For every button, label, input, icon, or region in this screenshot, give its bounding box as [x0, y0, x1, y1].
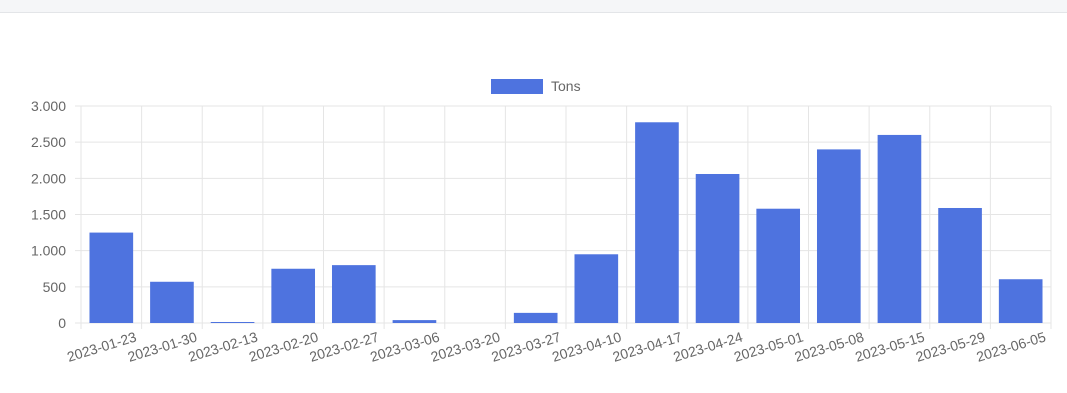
x-tick-label: 2023-02-20	[247, 329, 320, 365]
bar[interactable]	[210, 322, 255, 323]
top-bar	[0, 0, 1067, 13]
x-axis: 2023-01-232023-01-302023-02-132023-02-20…	[65, 329, 1048, 365]
legend-label: Tons	[551, 78, 581, 94]
x-tick-label: 2023-02-13	[186, 329, 259, 365]
y-tick-label: 1.000	[31, 243, 66, 259]
y-tick-label: 1.500	[31, 207, 66, 223]
x-tick-label: 2023-03-20	[429, 329, 502, 365]
x-tick-label: 2023-05-01	[732, 329, 805, 365]
bar[interactable]	[695, 173, 740, 323]
x-tick-label: 2023-06-05	[974, 329, 1047, 365]
bar[interactable]	[150, 281, 194, 323]
x-tick-label: 2023-03-06	[368, 329, 441, 365]
x-tick-label: 2023-04-10	[550, 329, 623, 365]
bar[interactable]	[271, 268, 316, 323]
bar[interactable]	[89, 232, 134, 323]
bar[interactable]	[635, 122, 679, 324]
x-tick-label: 2023-05-15	[853, 329, 926, 365]
x-tick-label: 2023-01-30	[126, 329, 199, 365]
x-tick-label: 2023-02-27	[308, 329, 381, 365]
bar[interactable]	[513, 312, 558, 323]
bar[interactable]	[998, 279, 1043, 323]
x-tick-label: 2023-01-23	[65, 329, 138, 365]
x-tick-label: 2023-03-27	[489, 329, 562, 365]
y-axis: 0 500 1.000 1.500 2.000 2.500 3.000	[31, 98, 66, 331]
bar[interactable]	[331, 265, 376, 323]
y-tick-label: 2.500	[31, 134, 66, 150]
x-tick-label: 2023-05-08	[793, 329, 866, 365]
y-tick-label: 0	[58, 315, 66, 331]
x-tick-label: 2023-05-29	[914, 329, 987, 365]
legend[interactable]: Tons	[491, 78, 581, 94]
y-tick-label: 3.000	[31, 98, 66, 114]
x-tick-label: 2023-04-17	[611, 329, 684, 365]
x-tick-label: 2023-04-24	[671, 329, 744, 365]
bar[interactable]	[877, 134, 922, 323]
legend-swatch	[491, 79, 543, 94]
y-tick-label: 500	[43, 279, 67, 295]
bar[interactable]	[392, 320, 437, 323]
bar[interactable]	[816, 149, 861, 323]
y-tick-label: 2.000	[31, 170, 66, 186]
bars	[89, 122, 1043, 324]
bar[interactable]	[574, 254, 619, 323]
bar[interactable]	[756, 208, 801, 323]
grid	[75, 105, 1052, 329]
bar[interactable]	[938, 207, 982, 323]
